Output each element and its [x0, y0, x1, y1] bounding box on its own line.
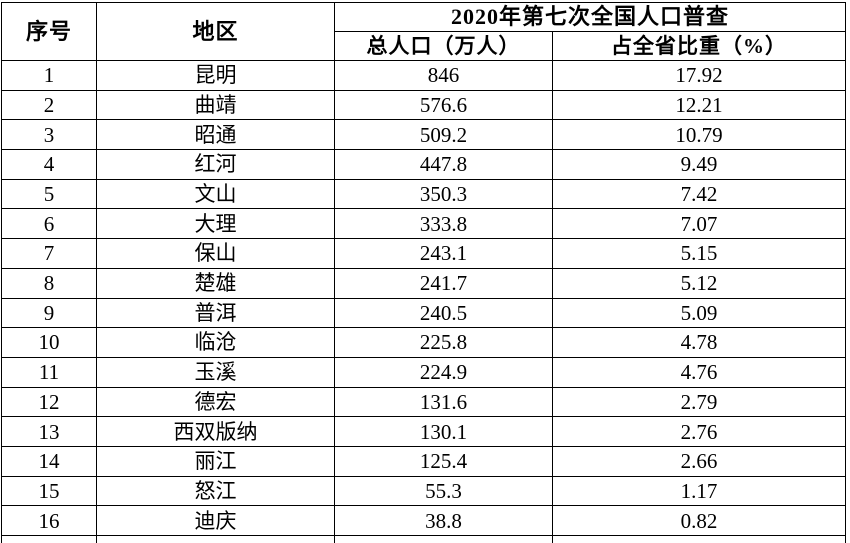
cell-region: 普洱: [96, 297, 335, 329]
cell-population: 509.2: [334, 119, 553, 151]
table-row: 1 昆明 846 17.92: [1, 60, 847, 91]
cell-region: 昆明: [96, 60, 335, 91]
cell-region: 德宏: [96, 386, 335, 418]
cell-region: 保山: [96, 238, 335, 269]
cell-region: 文山: [96, 178, 335, 210]
cell-no: 13: [1, 416, 97, 447]
table-row: 3 昭通 509.2 10.79: [1, 119, 847, 151]
cell-share: 17.92: [551, 60, 847, 91]
cell-no: 7: [1, 238, 97, 269]
table-row: 8 楚雄 241.7 5.12: [1, 267, 847, 299]
cell-share: 2.66: [551, 445, 847, 477]
cell-population: 447.8: [334, 149, 553, 180]
cell-population: 225.8: [334, 327, 553, 358]
cell-share: 2.79: [551, 386, 847, 418]
cell-population: 240.5: [334, 297, 553, 329]
cell-region: 玉溪: [96, 356, 335, 388]
cell-share: 7.07: [551, 208, 847, 240]
table-row: 5 文山 350.3 7.42: [1, 178, 847, 210]
table-row: 6 大理 333.8 7.07: [1, 208, 847, 240]
empty-cell: [551, 535, 847, 543]
table-row: 13 西双版纳 130.1 2.76: [1, 416, 847, 447]
table-row: 7 保山 243.1 5.15: [1, 238, 847, 269]
cell-share: 7.42: [551, 178, 847, 210]
cell-no: 9: [1, 297, 97, 329]
header-row-sub: 总人口（万人） 占全省比重（%）: [2, 31, 847, 61]
cell-no: 4: [1, 149, 97, 180]
cell-no: 10: [1, 327, 97, 358]
cell-region: 大理: [96, 208, 335, 240]
table-row: 14 丽江 125.4 2.66: [1, 445, 847, 477]
cell-no: 1: [1, 60, 97, 91]
cell-share: 0.82: [551, 505, 847, 536]
header-cell-census-title: 2020年第七次全国人口普查: [333, 2, 847, 32]
cell-share: 2.76: [551, 416, 847, 447]
cell-population: 333.8: [334, 208, 553, 240]
cell-no: 3: [1, 119, 97, 151]
empty-cell: [96, 535, 335, 543]
table-body: 1 昆明 846 17.92 2 曲靖 576.6 12.21 3 昭通 509.2 10.79 4 红河…: [1, 60, 847, 543]
cell-share: 4.78: [551, 327, 847, 358]
cell-no: 6: [1, 208, 97, 240]
cell-share: 5.15: [551, 238, 847, 269]
cell-no: 11: [1, 356, 97, 388]
header-cell-population: 总人口（万人）: [334, 31, 553, 61]
cell-region: 西双版纳: [96, 416, 335, 447]
cell-no: 16: [1, 505, 97, 536]
cell-region: 楚雄: [96, 267, 335, 299]
cell-share: 12.21: [551, 89, 847, 121]
cell-no: 14: [1, 445, 97, 477]
table-row: 4 红河 447.8 9.49: [1, 149, 847, 180]
cell-region: 迪庆: [96, 505, 335, 536]
cell-share: 5.09: [551, 297, 847, 329]
cell-no: 2: [1, 89, 97, 121]
table-row: 11 玉溪 224.9 4.76: [1, 356, 847, 388]
cell-region: 怒江: [96, 475, 335, 507]
cell-population: 55.3: [334, 475, 553, 507]
header-cell-share: 占全省比重（%）: [551, 31, 847, 61]
cell-population: 130.1: [334, 416, 553, 447]
cell-share: 10.79: [551, 119, 847, 151]
cell-population: 243.1: [334, 238, 553, 269]
cell-population: 576.6: [334, 89, 553, 121]
cell-population: 846: [334, 60, 553, 91]
cell-region: 临沧: [96, 327, 335, 358]
cell-population: 241.7: [334, 267, 553, 299]
table-header: 序号 地区 2020年第七次全国人口普查 总人口（万人） 占全省比重（%）: [1, 2, 847, 61]
table-row: 2 曲靖 576.6 12.21: [1, 89, 847, 121]
cell-no: 8: [1, 267, 97, 299]
cell-region: 红河: [96, 149, 335, 180]
cell-population: 125.4: [334, 445, 553, 477]
table-row: 16 迪庆 38.8 0.82: [1, 505, 847, 536]
cell-region: 昭通: [96, 119, 335, 151]
cell-region: 丽江: [96, 445, 335, 477]
header-cell-region: 地区: [96, 2, 335, 61]
cell-no: 12: [1, 386, 97, 418]
table-row: 15 怒江 55.3 1.17: [1, 475, 847, 507]
cell-share: 9.49: [551, 149, 847, 180]
cell-share: 1.17: [551, 475, 847, 507]
header-row-top: 序号 地区 2020年第七次全国人口普查: [1, 2, 847, 61]
cell-population: 350.3: [334, 178, 553, 210]
table-row: 10 临沧 225.8 4.78: [1, 327, 847, 358]
cell-population: 131.6: [334, 386, 553, 418]
empty-cell: [1, 535, 97, 543]
cell-share: 5.12: [551, 267, 847, 299]
cell-no: 15: [1, 475, 97, 507]
header-cell-no: 序号: [1, 2, 97, 61]
table-row: 12 德宏 131.6 2.79: [1, 386, 847, 418]
cell-population: 38.8: [334, 505, 553, 536]
cell-share: 4.76: [551, 356, 847, 388]
clipped-partial-row: [1, 535, 847, 543]
cell-no: 5: [1, 178, 97, 210]
cell-region: 曲靖: [96, 89, 335, 121]
table-row: 9 普洱 240.5 5.09: [1, 297, 847, 329]
empty-cell: [334, 535, 553, 543]
cell-population: 224.9: [334, 356, 553, 388]
